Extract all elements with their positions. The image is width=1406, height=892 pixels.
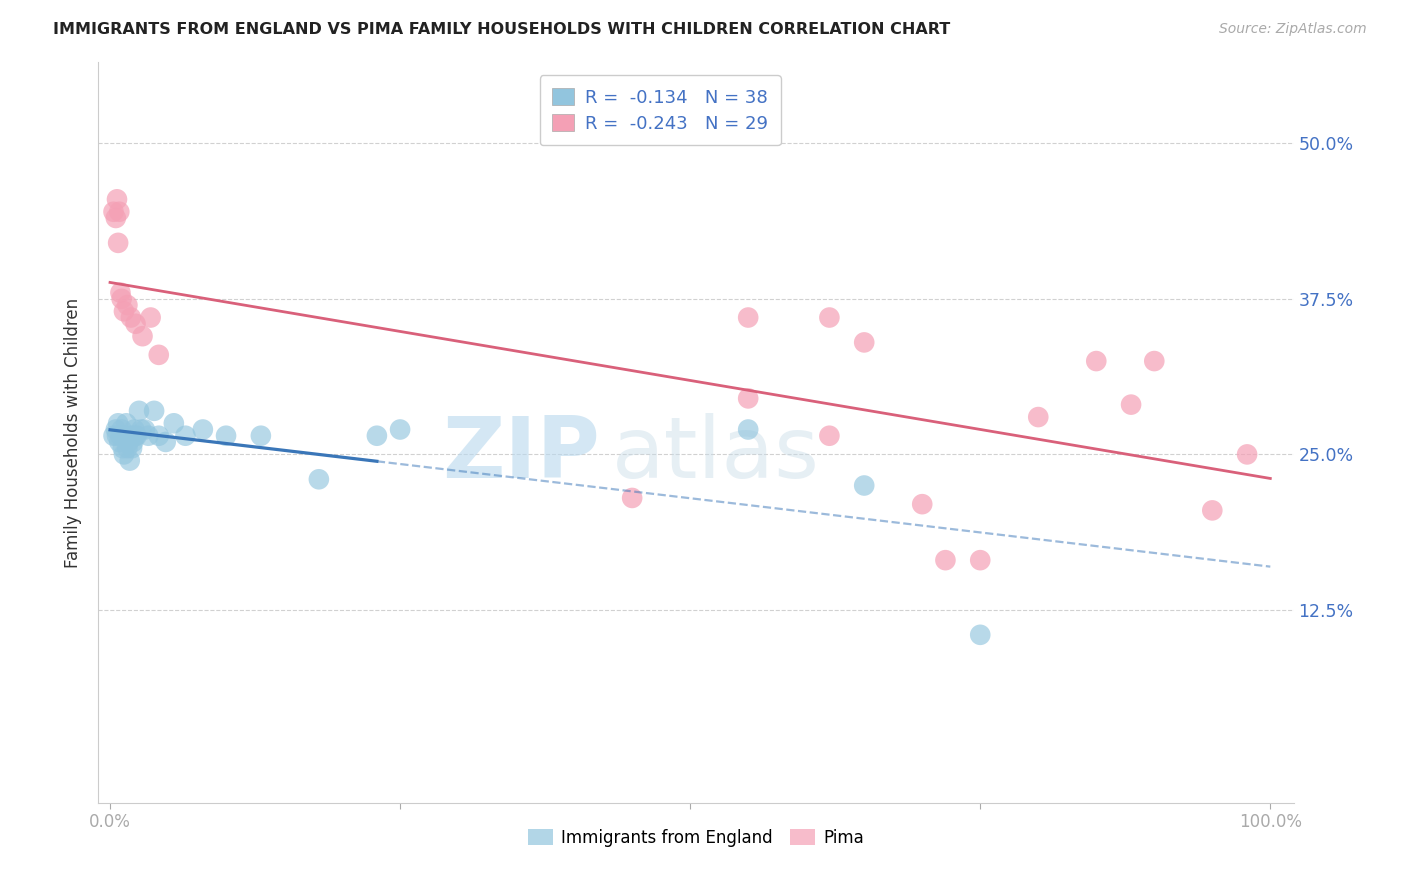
Point (110, 428, 132, 442)
Point (120, 310, 142, 325)
Point (122, 434, 145, 449)
Point (911, 497, 934, 511)
Point (737, 392, 759, 406)
Point (1201, 503, 1223, 517)
Point (737, 310, 759, 325)
Point (124, 428, 146, 442)
Point (131, 329, 153, 343)
Point (621, 491, 644, 505)
Point (163, 417, 186, 431)
Point (124, 317, 146, 331)
Point (148, 348, 170, 362)
Point (1236, 447, 1258, 461)
Point (143, 404, 166, 418)
Point (107, 235, 129, 250)
Point (389, 423, 412, 437)
Point (1119, 398, 1142, 412)
Point (131, 423, 153, 437)
Point (103, 428, 125, 442)
Point (215, 428, 238, 442)
Point (121, 441, 143, 455)
Point (115, 417, 138, 431)
Point (108, 434, 131, 449)
Point (117, 434, 139, 449)
Point (737, 423, 759, 437)
Point (969, 553, 991, 567)
Point (853, 478, 876, 492)
Point (112, 447, 135, 461)
Point (818, 428, 841, 442)
Point (117, 298, 139, 312)
Point (103, 204, 125, 219)
Point (853, 335, 876, 350)
Point (155, 434, 177, 449)
Point (114, 428, 136, 442)
Point (105, 428, 128, 442)
Point (818, 310, 841, 325)
Text: ZIP: ZIP (443, 413, 600, 496)
Point (111, 441, 134, 455)
Point (111, 423, 134, 437)
Point (110, 285, 132, 300)
Legend: Immigrants from England, Pima: Immigrants from England, Pima (522, 822, 870, 854)
Point (174, 428, 197, 442)
Point (250, 428, 273, 442)
Point (134, 423, 156, 437)
Text: Source: ZipAtlas.com: Source: ZipAtlas.com (1219, 22, 1367, 37)
Point (136, 428, 159, 442)
Point (124, 423, 146, 437)
Point (128, 404, 150, 418)
Point (934, 553, 956, 567)
Point (112, 304, 135, 318)
Point (139, 310, 162, 325)
Y-axis label: Family Households with Children: Family Households with Children (63, 298, 82, 567)
Point (105, 192, 128, 206)
Point (111, 292, 134, 306)
Text: atlas: atlas (613, 413, 820, 496)
Point (108, 204, 131, 219)
Point (1026, 410, 1049, 425)
Point (148, 428, 170, 442)
Point (107, 417, 129, 431)
Text: IMMIGRANTS FROM ENGLAND VS PIMA FAMILY HOUSEHOLDS WITH CHILDREN CORRELATION CHAR: IMMIGRANTS FROM ENGLAND VS PIMA FAMILY H… (53, 22, 950, 37)
Point (125, 428, 148, 442)
Point (1143, 354, 1166, 368)
Point (120, 428, 142, 442)
Point (1085, 354, 1108, 368)
Point (191, 423, 214, 437)
Point (366, 428, 388, 442)
Point (969, 628, 991, 642)
Point (104, 423, 127, 437)
Point (308, 472, 330, 486)
Point (117, 441, 139, 455)
Point (104, 211, 127, 225)
Point (118, 453, 141, 467)
